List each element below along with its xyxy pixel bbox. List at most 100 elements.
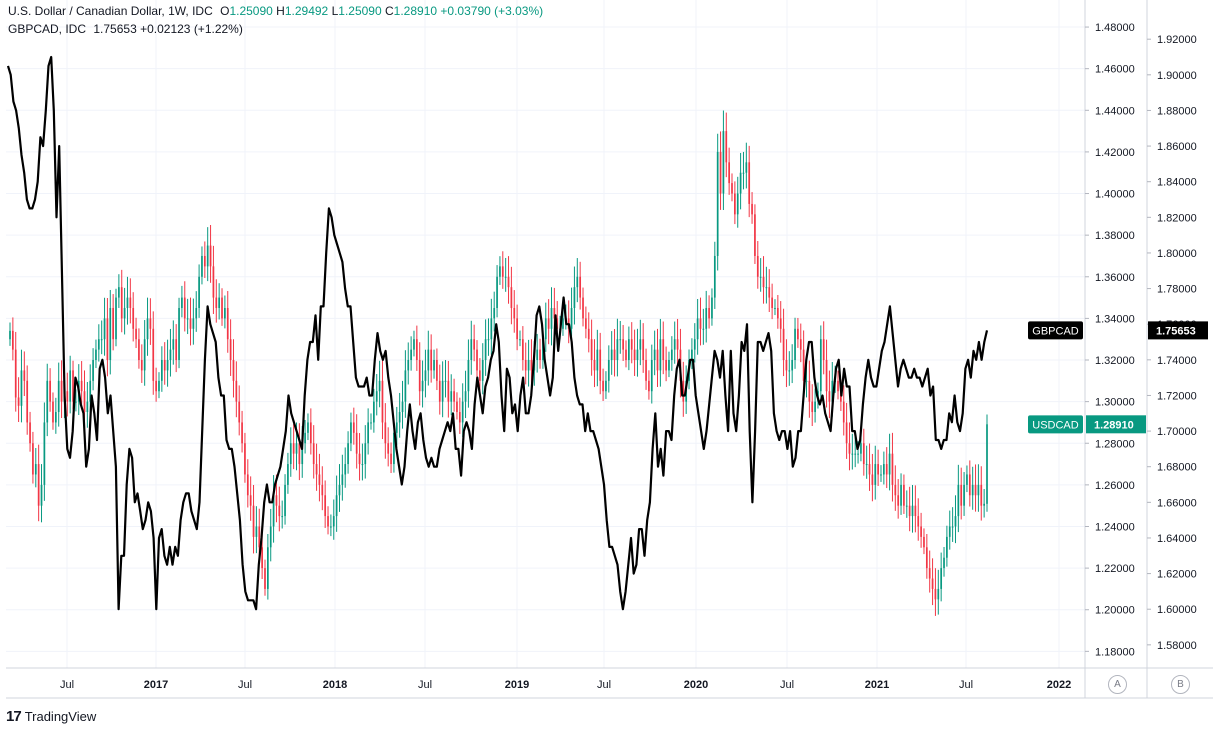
axis-a-tick-label: 1.48000 <box>1095 22 1135 34</box>
usdcad-candle <box>756 255 759 277</box>
time-axis[interactable]: Jul 2017 Jul 2018 Jul 2019 Jul 2020 Jul 2021 Jul 20… <box>60 679 1071 691</box>
usdcad-candle <box>779 318 782 329</box>
usdcad-candle <box>201 255 203 277</box>
time-axis-label: Jul <box>238 679 252 691</box>
usdcad-candle <box>925 547 928 569</box>
axis-b-tick-label: 1.66000 <box>1157 497 1197 509</box>
series-name-label: GBPCAD <box>1032 325 1079 337</box>
usdcad-candle <box>484 339 487 361</box>
axis-b-tick-label: 1.58000 <box>1157 640 1197 652</box>
usdcad-candle <box>321 484 324 496</box>
usdcad-candle <box>307 422 309 433</box>
usdcad-candle <box>636 349 639 361</box>
usdcad-candle <box>905 505 908 507</box>
time-axis-label: Jul <box>418 679 432 691</box>
usdcad-candle <box>693 339 696 350</box>
usdcad-candle <box>249 495 252 506</box>
axis-b-tick-label: 1.74000 <box>1157 355 1197 367</box>
usdcad-candle <box>885 464 888 475</box>
usdcad-candle <box>725 131 728 163</box>
usdcad-candle <box>742 172 745 174</box>
chart-grid <box>6 0 1085 668</box>
usdcad-candle <box>579 276 582 298</box>
usdcad-candle <box>241 422 243 444</box>
last-price-labels: GBPCAD 1.75653 USDCAD 1.28910 <box>1028 321 1208 434</box>
usdcad-candle <box>140 360 143 371</box>
usdcad-candle <box>931 578 934 589</box>
usdcad-candle <box>819 339 822 392</box>
axis-a-tick-label: 1.22000 <box>1095 563 1135 575</box>
usdcad-candle <box>166 360 169 371</box>
usdcad-candle <box>648 380 650 392</box>
usdcad-candle <box>585 318 587 329</box>
usdcad-candle <box>69 370 72 402</box>
usdcad-candle <box>762 276 765 288</box>
axis-a-tick-label: 1.30000 <box>1095 397 1135 409</box>
usdcad-candle <box>808 380 811 402</box>
usdcad-candle <box>23 370 26 381</box>
usdcad-candle <box>516 318 518 340</box>
footer-branding[interactable]: 17 TradingView <box>6 706 96 726</box>
usdcad-candle <box>444 380 447 382</box>
usdcad-candle <box>759 276 762 278</box>
usdcad-candle <box>118 287 120 298</box>
usdcad-candle <box>238 401 241 423</box>
usdcad-candle <box>97 339 100 350</box>
usdcad-candle <box>155 380 157 392</box>
usdcad-candle <box>461 401 464 423</box>
legend-main-series[interactable]: U.S. Dollar / Canadian Dollar, 1W, IDC O… <box>8 4 543 18</box>
usdcad-candle <box>562 318 564 329</box>
usdcad-candle <box>458 412 461 423</box>
usdcad-candle <box>825 360 828 392</box>
usdcad-candle <box>788 370 791 372</box>
usdcad-candle <box>610 349 613 361</box>
usdcad-candle <box>381 380 384 423</box>
usdcad-candle <box>791 360 794 371</box>
legend-compare-series[interactable]: GBPCAD, IDC 1.75653 +0.02123 (+1.22%) <box>8 22 243 36</box>
usdcad-candle <box>324 495 327 517</box>
usdcad-candle <box>842 401 845 423</box>
legend-low-value: 1.25090 <box>338 4 382 18</box>
usdcad-candle <box>312 443 315 465</box>
usdcad-candle <box>232 360 235 381</box>
axis-b-button[interactable]: B <box>1171 675 1190 694</box>
usdcad-candle <box>46 380 49 423</box>
usdcad-candle <box>54 412 57 423</box>
usdcad-candle <box>673 339 676 350</box>
usdcad-candle <box>536 349 539 361</box>
time-axis-label: Jul <box>780 679 794 691</box>
last-price-value: 1.75653 <box>1156 325 1196 337</box>
time-axis-label: 2019 <box>505 679 529 691</box>
usdcad-candle <box>696 318 699 340</box>
usdcad-candle <box>244 443 246 475</box>
usdcad-candle <box>215 297 218 308</box>
last-price-value: 1.28910 <box>1094 419 1134 431</box>
usdcad-candle <box>481 360 484 381</box>
usdcad-candle <box>224 307 226 319</box>
usdcad-candle <box>120 287 123 319</box>
usdcad-candle <box>26 380 29 423</box>
usdcad-candle <box>940 568 943 589</box>
usdcad-candle <box>656 349 659 371</box>
usdcad-candle <box>438 380 441 402</box>
usdcad-candle <box>966 474 968 485</box>
usdcad-candle <box>943 557 945 569</box>
usdcad-candle <box>206 245 209 267</box>
axis-a-button[interactable]: A <box>1108 675 1127 694</box>
usdcad-candle <box>49 380 51 402</box>
usdcad-candle <box>175 339 178 361</box>
usdcad-candle <box>129 297 132 308</box>
time-axis-label: 2022 <box>1047 679 1071 691</box>
legend-symbol: U.S. Dollar / Canadian Dollar, 1W, IDC <box>8 4 213 18</box>
brand-name: TradingView <box>24 708 97 724</box>
price-axis-a[interactable]: 1.18000 1.20000 1.22000 1.24000 1.26000 1.280… <box>1085 22 1135 658</box>
usdcad-candle <box>719 151 722 194</box>
usdcad-candle <box>711 297 713 319</box>
usdcad-candle <box>734 193 736 215</box>
usdcad-candle <box>264 568 266 589</box>
series-name-label: USDCAD <box>1032 419 1079 431</box>
usdcad-candle <box>83 391 86 413</box>
usdcad-candle <box>410 349 412 361</box>
usdcad-candle <box>573 287 576 308</box>
